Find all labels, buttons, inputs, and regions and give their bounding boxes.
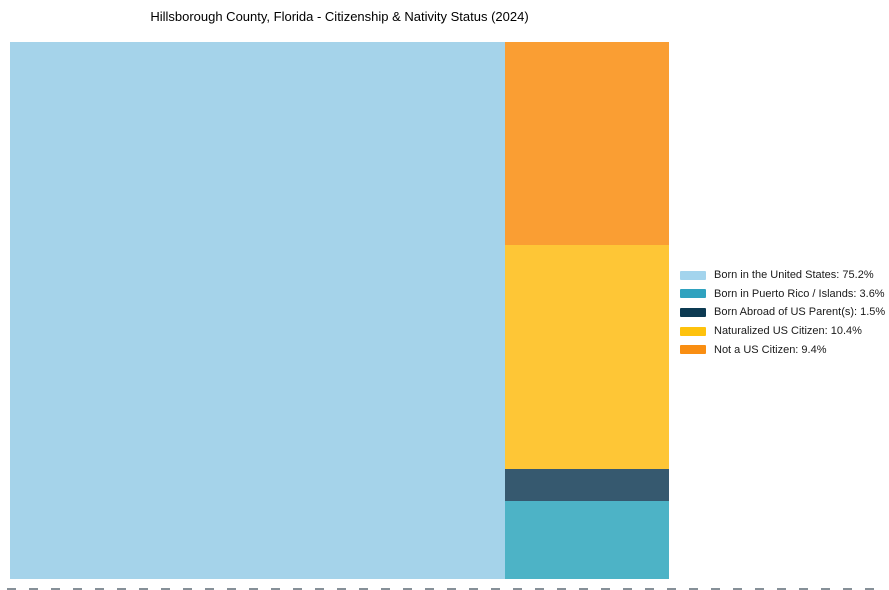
- treemap-tile-born_pr: [505, 501, 669, 579]
- legend-swatch-icon: [680, 326, 706, 336]
- legend-item-naturalized: Naturalized US Citizen: 10.4%: [680, 322, 885, 341]
- legend-swatch-icon: [680, 307, 706, 317]
- legend-swatch-icon: [680, 270, 706, 280]
- legend-label: Naturalized US Citizen: 10.4%: [714, 325, 862, 338]
- treemap-tile-naturalized: [505, 244, 669, 469]
- treemap: [10, 42, 669, 579]
- legend-swatch-icon: [680, 289, 706, 299]
- legend-label: Not a US Citizen: 9.4%: [714, 343, 827, 356]
- legend-item-born_abroad: Born Abroad of US Parent(s): 1.5%: [680, 303, 885, 322]
- cropped-bottom-ticks: [7, 588, 881, 590]
- legend-label: Born Abroad of US Parent(s): 1.5%: [714, 306, 886, 319]
- legend-item-born_us: Born in the United States: 75.2%: [680, 266, 885, 285]
- treemap-tile-born_us: [10, 42, 506, 579]
- legend-swatch-icon: [680, 345, 706, 355]
- legend: Born in the United States: 75.2% Born in …: [680, 266, 885, 359]
- legend-label: Born in the United States: 75.2%: [714, 269, 874, 282]
- treemap-tile-born_abroad: [505, 469, 669, 502]
- legend-label: Born in Puerto Rico / Islands: 3.6%: [714, 287, 885, 300]
- treemap-tile-not_citizen: [505, 42, 669, 245]
- legend-item-born_pr: Born in Puerto Rico / Islands: 3.6%: [680, 285, 885, 304]
- legend-item-not_citizen: Not a US Citizen: 9.4%: [680, 340, 885, 359]
- chart-title: Hillsborough County, Florida - Citizensh…: [150, 9, 529, 24]
